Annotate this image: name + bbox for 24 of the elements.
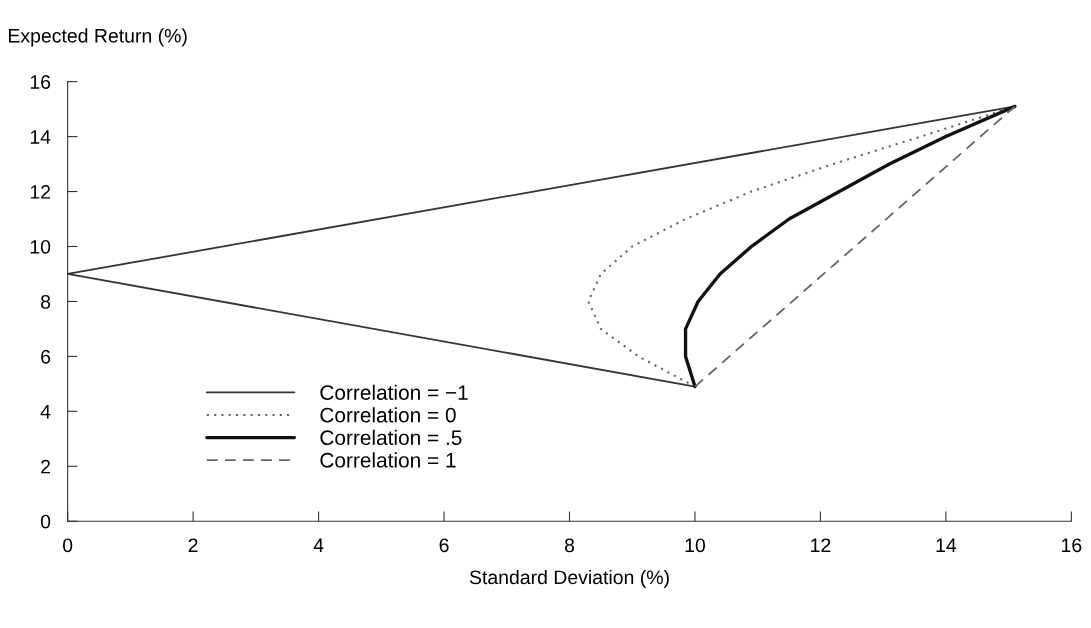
x-tick-label: 6 [439, 538, 449, 553]
x-tick-label: 14 [936, 538, 957, 552]
x-tick-label: 0 [63, 538, 73, 553]
x-tick-label: 10 [685, 538, 706, 553]
y-tick-label: 8 [41, 294, 51, 309]
x-tick-label: 12 [811, 538, 831, 552]
legend-label: Correlation = 0 [320, 407, 456, 423]
y-tick-label: 10 [30, 239, 51, 254]
legend-label: Correlation = −1 [320, 384, 468, 400]
y-tick-label: 12 [30, 185, 50, 199]
legend-label: Correlation = .5 [320, 429, 462, 446]
x-tick-label: 8 [564, 538, 575, 553]
y-tick-label: 4 [40, 405, 51, 419]
x-tick-label: 4 [313, 538, 324, 552]
x-tick-label: 16 [1062, 538, 1082, 553]
y-tick-label: 14 [30, 130, 51, 144]
y-tick-label: 6 [41, 349, 51, 364]
y-tick-label: 2 [41, 459, 50, 474]
y-tick-label: 16 [30, 75, 51, 89]
y-tick-label: 0 [40, 514, 51, 529]
x-tick-label: 2 [188, 538, 198, 552]
y-axis-title: Expected Return (%) [9, 28, 187, 47]
x-axis-title: Standard Deviation (%) [469, 569, 669, 589]
legend-label: Correlation = 1 [320, 452, 456, 468]
